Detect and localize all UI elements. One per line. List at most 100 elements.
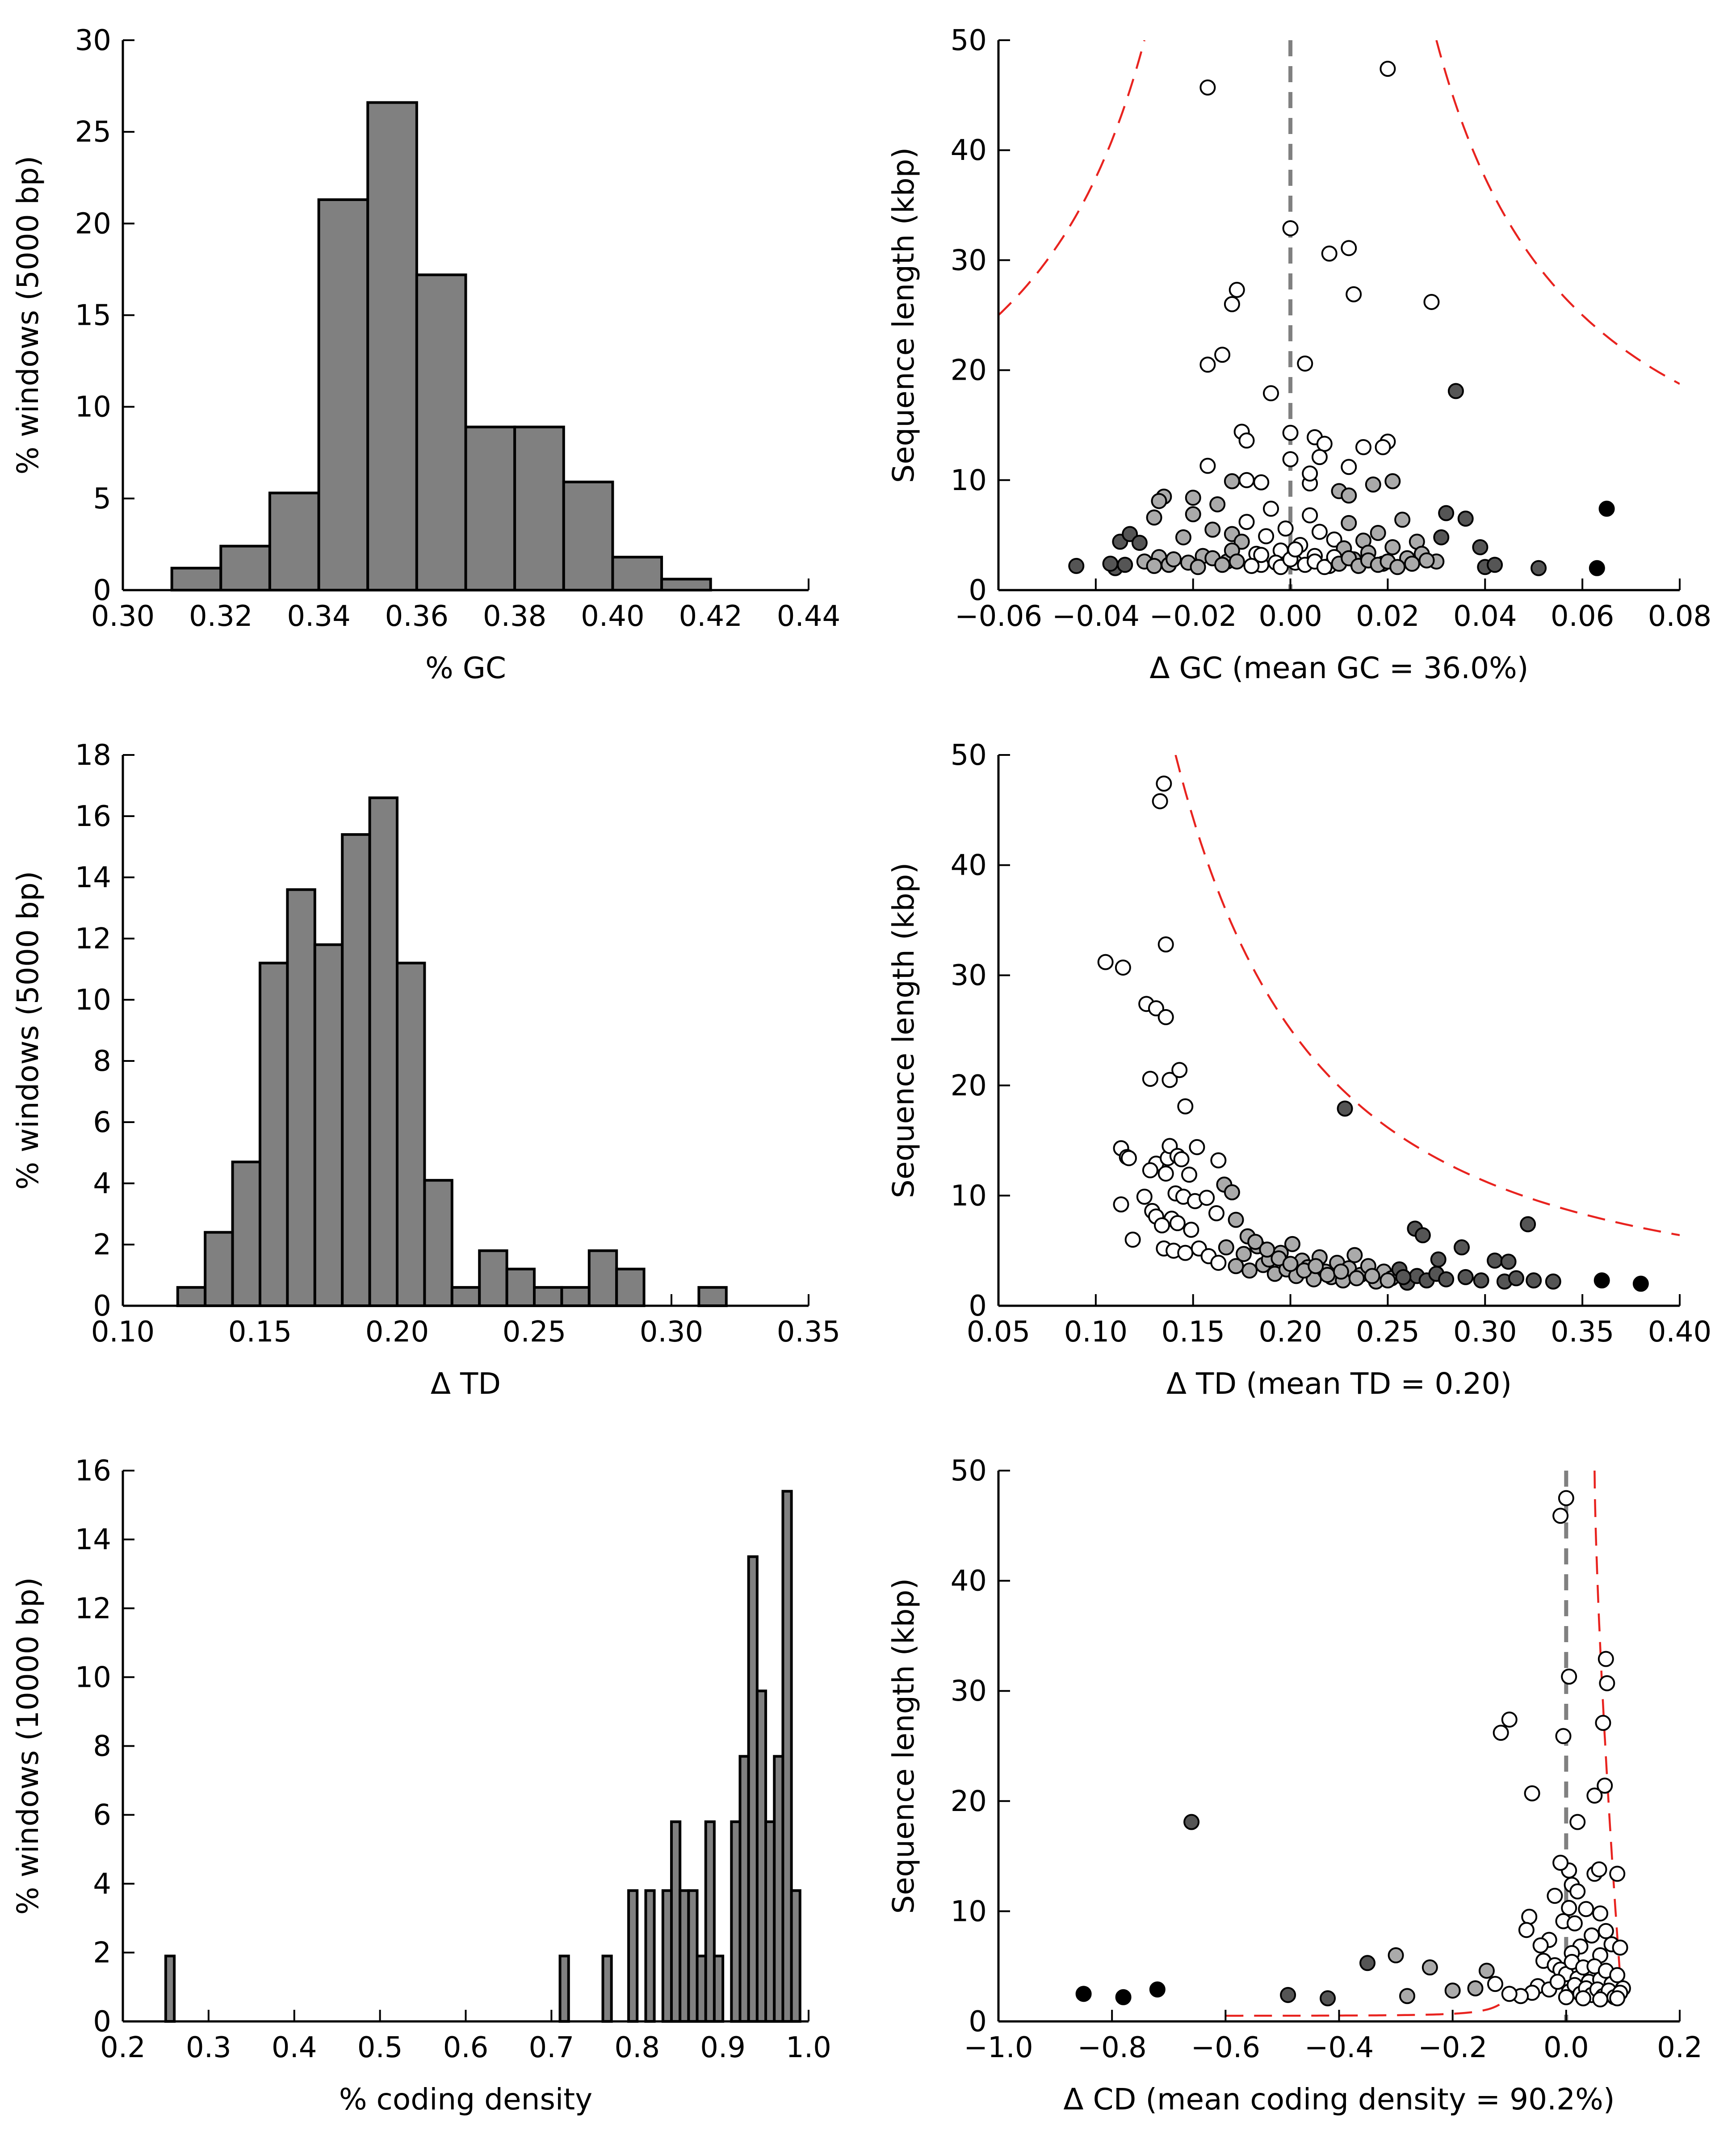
- x-tick-label-5: 0.04: [1453, 600, 1517, 633]
- cutoff-curve-0: [1225, 1992, 1512, 2017]
- histogram-bar-3: [259, 961, 289, 1308]
- gc-scatter-panel: −0.06 −0.04 −0.02 0.00 0.02 0.04 0.06 0.08 0 10 20…: [886, 24, 1711, 685]
- scatter-point-31: [1224, 1184, 1240, 1201]
- x-tick-label-5: 0.40: [581, 600, 645, 633]
- scatter-point-98: [1454, 1239, 1470, 1256]
- scatter-point-40: [1124, 1232, 1141, 1248]
- scatter-point-27: [1598, 1923, 1614, 1939]
- scatter-point-45: [1175, 529, 1191, 545]
- scatter-point-0: [1199, 79, 1216, 96]
- scatter-point-85: [1146, 558, 1162, 574]
- y-tick-label-5: 50: [951, 1455, 987, 1488]
- scatter-point-87: [1308, 1258, 1324, 1274]
- scatter-point-81: [1183, 1814, 1200, 1830]
- histogram-bar-0: [176, 1286, 207, 1307]
- y-tick-label-2: 4: [93, 1167, 111, 1200]
- y-tick-label-4: 8: [93, 1730, 111, 1763]
- scatter-point-52: [1241, 1262, 1258, 1279]
- histogram-bar-15: [587, 1249, 618, 1307]
- scatter-point-74: [1384, 539, 1401, 555]
- scatter-point-20: [1173, 1151, 1190, 1168]
- scatter-point-116: [1487, 557, 1503, 573]
- x-tick-label-1: −0.04: [1052, 600, 1140, 633]
- x-tick-label-0: 0.2: [100, 2031, 146, 2064]
- x-tick-label-1: 0.15: [228, 1316, 292, 1349]
- x-tick-label-2: −0.6: [1191, 2031, 1260, 2064]
- scatter-point-4: [1341, 240, 1357, 256]
- x-tick-label-7: 0.08: [1648, 600, 1712, 633]
- scatter-point-108: [1593, 1272, 1610, 1289]
- scatter-point-2: [1561, 1668, 1577, 1685]
- y-tick-label-3: 30: [951, 244, 987, 277]
- scatter-point-12: [1447, 383, 1464, 399]
- scatter-point-88: [1190, 559, 1206, 575]
- scatter-point-92: [1380, 1272, 1396, 1289]
- scatter-point-85: [1282, 1256, 1299, 1272]
- scatter-point-70: [1346, 1247, 1363, 1263]
- scatter-point-46: [1185, 506, 1201, 523]
- scatter-point-12: [1569, 1814, 1586, 1830]
- scatter-point-90: [1214, 557, 1231, 573]
- x-tick-label-6: 0.35: [1551, 1316, 1614, 1349]
- scatter-point-113: [1457, 510, 1474, 527]
- x-tick-label-2: 0.34: [287, 600, 351, 633]
- cutoff-curve-1: [1593, 1471, 1623, 2000]
- x-axis-label: Δ TD: [431, 1367, 501, 1401]
- scatter-point-26: [1566, 1915, 1583, 1932]
- x-tick-label-8: 1.0: [786, 2031, 831, 2064]
- scatter-point-98: [1287, 541, 1304, 558]
- scatter-point-7: [1493, 1724, 1509, 1741]
- scatter-point-114: [1472, 539, 1489, 555]
- scatter-point-101: [1487, 1252, 1503, 1269]
- y-tick-label-2: 4: [93, 1868, 111, 1901]
- x-tick-label-5: 0.30: [1453, 1316, 1517, 1349]
- histogram-bar-0: [164, 1954, 176, 2023]
- histogram-bar-10: [450, 1286, 481, 1307]
- y-tick-label-5: 10: [75, 984, 111, 1017]
- x-tick-label-0: −0.06: [955, 600, 1042, 633]
- scatter-point-4: [1599, 1675, 1615, 1691]
- scatter-point-3: [1321, 245, 1338, 262]
- y-tick-label-0: 0: [969, 574, 987, 607]
- scatter-point-72: [1467, 1980, 1484, 1997]
- scatter-point-19: [1355, 439, 1371, 455]
- scatter-point-53: [1549, 1974, 1566, 1990]
- scatter-point-83: [1259, 1241, 1275, 1258]
- scatter-point-6: [1229, 281, 1245, 298]
- x-tick-label-6: 0.06: [1551, 600, 1614, 633]
- x-axis-label: Δ CD (mean coding density = 90.2%): [1063, 2082, 1614, 2117]
- scatter-point-57: [1263, 500, 1279, 517]
- scatter-point-15: [1591, 1861, 1607, 1878]
- x-tick-label-2: 0.15: [1161, 1316, 1225, 1349]
- td-histogram-panel: 0.10 0.15 0.20 0.25 0.30 0.35 0 2 4 6 8 10 12 14 16 18 Δ…: [11, 739, 840, 1401]
- y-tick-label-2: 10: [75, 391, 111, 424]
- scatter-point-17: [1552, 1854, 1569, 1871]
- histogram-bar-8: [396, 961, 426, 1308]
- scatter-point-82: [1247, 1233, 1264, 1250]
- scatter-point-66: [1326, 531, 1342, 548]
- scatter-point-89: [1333, 1263, 1349, 1280]
- x-tick-label-5: 0.7: [528, 2031, 574, 2064]
- scatter-point-32: [1532, 1937, 1549, 1954]
- scatter-point-107: [1545, 1273, 1561, 1290]
- scatter-point-22: [1210, 1152, 1227, 1169]
- scatter-point-35: [1341, 487, 1357, 504]
- y-axis-label: Sequence length (kbp): [886, 1578, 921, 1914]
- x-tick-label-2: −0.02: [1149, 600, 1237, 633]
- scatter-point-97: [1438, 1271, 1455, 1287]
- y-tick-label-0: 0: [969, 2005, 987, 2038]
- x-tick-label-3: −0.4: [1304, 2031, 1374, 2064]
- scatter-point-25: [1341, 459, 1357, 475]
- histogram-bar-7: [368, 796, 398, 1307]
- y-tick-label-1: 2: [93, 1937, 111, 1970]
- y-tick-label-4: 40: [951, 1565, 987, 1598]
- scatter-point-4: [1115, 959, 1131, 976]
- y-tick-label-6: 30: [75, 24, 111, 57]
- scatter-point-51: [1236, 1246, 1252, 1262]
- histogram-bar-5: [415, 273, 467, 591]
- scatter-point-83: [1115, 1989, 1132, 2005]
- scatter-point-28: [1518, 1922, 1535, 1938]
- histogram-bar-4: [366, 101, 418, 592]
- histogram-bar-1: [219, 545, 271, 592]
